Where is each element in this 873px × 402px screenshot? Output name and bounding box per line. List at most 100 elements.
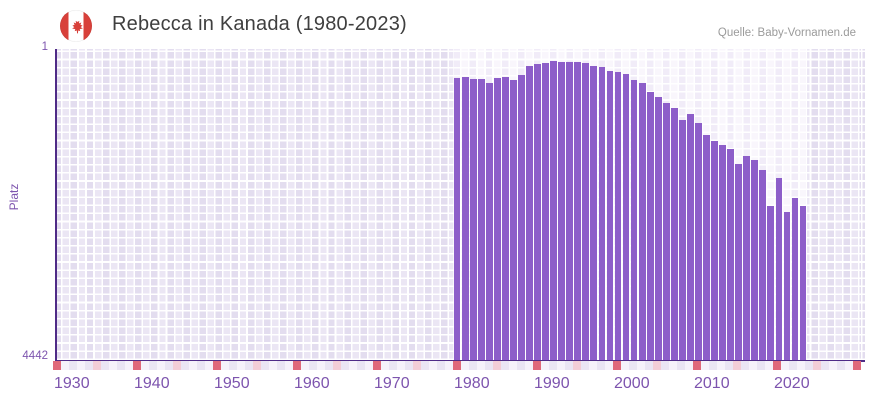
- bar-2013[interactable]: [719, 144, 726, 360]
- year-strip-cell: [157, 361, 165, 370]
- bar-2020[interactable]: [775, 177, 783, 360]
- year-strip-cell: [501, 361, 509, 370]
- bar-2021[interactable]: [783, 211, 791, 360]
- year-strip-cell: [693, 361, 701, 370]
- bar-1991[interactable]: [542, 63, 549, 360]
- year-strip-cell: [277, 361, 285, 370]
- year-strip-cell: [301, 361, 309, 370]
- bar-1994[interactable]: [566, 62, 574, 360]
- year-strip-cell: [597, 361, 605, 370]
- bar-1995[interactable]: [574, 62, 582, 360]
- bar-region: [453, 49, 807, 360]
- year-strip-cell: [509, 361, 517, 370]
- year-strip-cell: [429, 361, 437, 370]
- bar-1982[interactable]: [469, 78, 477, 360]
- bar-1996[interactable]: [582, 63, 590, 360]
- year-strip-cell: [669, 361, 677, 370]
- bar-1984[interactable]: [485, 82, 493, 360]
- bar-2018[interactable]: [759, 169, 767, 360]
- year-strip-cell: [373, 361, 381, 370]
- year-strip-cell: [317, 361, 325, 370]
- bar-2001[interactable]: [622, 74, 630, 360]
- x-axis-tick-label: 2020: [774, 375, 810, 392]
- year-strip-cell: [581, 361, 589, 370]
- year-strip-cell: [461, 361, 469, 370]
- year-strip-cell: [77, 361, 85, 370]
- year-strip-cell: [741, 361, 749, 370]
- bar-2008[interactable]: [678, 120, 686, 360]
- bar-1980[interactable]: [453, 78, 461, 360]
- year-strip-cell: [645, 361, 653, 370]
- bar-2022[interactable]: [791, 198, 799, 360]
- x-axis-tick-label: 1960: [294, 375, 330, 392]
- bar-1992[interactable]: [550, 61, 557, 360]
- year-strip-cell: [549, 361, 557, 370]
- x-axis-tick-label: 1940: [134, 375, 170, 392]
- year-strip-cell: [357, 361, 365, 370]
- bar-2012[interactable]: [711, 141, 718, 360]
- year-strip-cell: [389, 361, 397, 370]
- year-strip-cell: [621, 361, 629, 370]
- x-axis-tick-label: 1930: [54, 375, 90, 392]
- bar-1983[interactable]: [477, 78, 485, 360]
- year-strip-cell: [269, 361, 277, 370]
- bar-1985[interactable]: [493, 78, 501, 360]
- bar-1986[interactable]: [501, 77, 509, 360]
- bar-2011[interactable]: [703, 135, 710, 360]
- bar-2017[interactable]: [751, 160, 759, 360]
- year-strip-cell: [589, 361, 597, 370]
- year-strip-cell: [85, 361, 93, 370]
- bar-2016[interactable]: [743, 156, 751, 360]
- bar-2003[interactable]: [638, 82, 646, 360]
- bar-1997[interactable]: [590, 65, 598, 360]
- year-strip-cell: [837, 361, 845, 370]
- year-strip-cell: [261, 361, 269, 370]
- year-strip-cell: [117, 361, 125, 370]
- year-strip-cell: [229, 361, 237, 370]
- bar-1998[interactable]: [598, 67, 606, 360]
- bar-2002[interactable]: [630, 79, 638, 360]
- year-strip-cell: [133, 361, 141, 370]
- bar-2000[interactable]: [614, 71, 622, 360]
- year-strip-cell: [101, 361, 109, 370]
- year-strip-cell: [781, 361, 789, 370]
- bar-2005[interactable]: [654, 97, 662, 360]
- maple-leaf-icon: [71, 19, 83, 33]
- bar-1981[interactable]: [461, 77, 469, 360]
- bar-2004[interactable]: [646, 92, 654, 360]
- bar-2006[interactable]: [662, 103, 670, 360]
- year-strip-cell: [821, 361, 829, 370]
- year-strip-cell: [189, 361, 197, 370]
- x-axis-tick-label: 1990: [534, 375, 570, 392]
- year-strip-cell: [349, 361, 357, 370]
- bar-2023[interactable]: [799, 206, 807, 360]
- bar-2014[interactable]: [727, 148, 734, 360]
- bar-1999[interactable]: [606, 70, 614, 360]
- bar-1989[interactable]: [526, 65, 533, 360]
- bar-2015[interactable]: [735, 163, 743, 360]
- year-strip-cell: [141, 361, 149, 370]
- year-strip-cell: [525, 361, 533, 370]
- year-strip-cell: [485, 361, 493, 370]
- year-strip-cell: [533, 361, 541, 370]
- year-strip-cell: [325, 361, 333, 370]
- bar-1987[interactable]: [510, 79, 517, 360]
- year-strip-cell: [477, 361, 485, 370]
- source-attribution: Quelle: Baby-Vornamen.de: [717, 27, 856, 39]
- canada-flag-icon: [60, 10, 92, 42]
- bar-2007[interactable]: [670, 108, 678, 360]
- year-strip-cell: [381, 361, 389, 370]
- bar-2010[interactable]: [695, 122, 702, 360]
- bar-1993[interactable]: [558, 62, 566, 360]
- bar-2019[interactable]: [767, 206, 775, 360]
- year-strip-cell: [205, 361, 213, 370]
- year-strip-cell: [253, 361, 261, 370]
- bar-2009[interactable]: [687, 113, 694, 360]
- bar-1988[interactable]: [518, 74, 525, 360]
- year-strip-cell: [797, 361, 805, 370]
- year-strip-cell: [165, 361, 173, 370]
- year-strip-cell: [701, 361, 709, 370]
- bar-1990[interactable]: [534, 63, 541, 360]
- year-strip-cell: [541, 361, 549, 370]
